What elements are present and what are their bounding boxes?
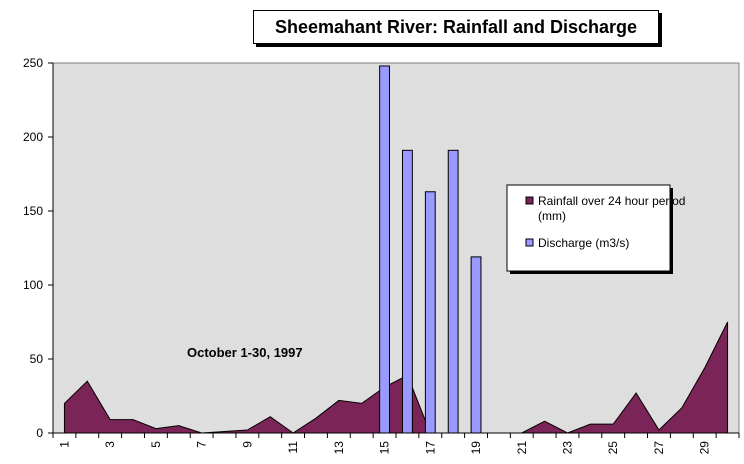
discharge-bar [424,191,436,434]
y-tick-label: 50 [30,352,44,366]
discharge-bar [447,149,459,434]
legend-label-discharge: Discharge (m3/s) [538,236,629,250]
x-tick-label: 7 [195,441,209,448]
x-tick-label: 11 [286,441,300,454]
x-tick-label: 23 [561,441,575,455]
x-tick-label: 13 [332,441,346,455]
chart-title: Sheemahant River: Rainfall and Discharge [253,10,659,44]
x-tick-label: 5 [149,441,163,448]
legend-label-rainfall: Rainfall over 24 hour period [538,194,685,208]
legend-label-rainfall-cont: (mm) [538,209,566,223]
discharge-bar [402,149,413,434]
y-tick-label: 100 [23,278,43,292]
y-tick-label: 0 [36,426,43,440]
legend [506,184,671,272]
y-tick-label: 150 [23,204,43,218]
x-tick-label: 3 [103,441,117,448]
y-tick-label: 250 [23,56,43,70]
x-tick-label: 27 [652,441,666,455]
x-tick-label: 25 [606,441,620,455]
x-tick-label: 17 [423,441,437,455]
legend-swatch-rainfall [525,196,534,205]
x-tick-label: 15 [378,441,392,455]
x-tick-label: 19 [469,441,483,455]
x-tick-label: 29 [698,441,712,455]
y-tick-label: 200 [23,130,43,144]
x-tick-label: 1 [57,441,71,448]
discharge-bar [379,65,390,434]
discharge-bar [470,256,482,434]
legend-swatch-discharge [525,238,534,247]
x-tick-label: 21 [515,441,529,455]
chart-annotation: October 1-30, 1997 [187,345,303,360]
x-tick-label: 9 [240,441,254,448]
